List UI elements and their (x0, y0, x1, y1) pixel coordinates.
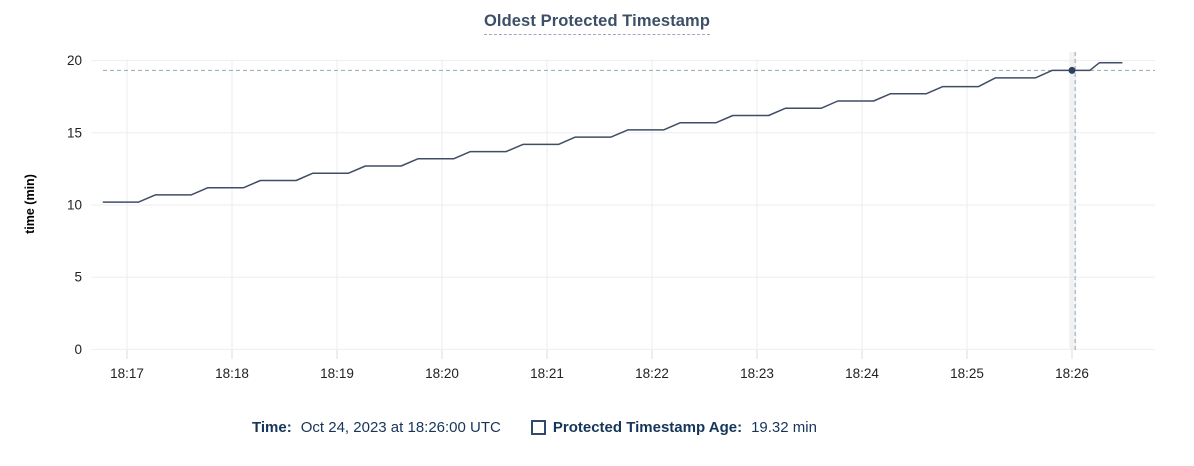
x-tick-label: 18:21 (530, 366, 564, 381)
x-tick-label: 18:18 (215, 366, 249, 381)
x-tick-label: 18:23 (740, 366, 774, 381)
x-tick-label: 18:19 (320, 366, 354, 381)
time-value: Oct 24, 2023 at 18:26:00 UTC (300, 419, 501, 436)
x-tick-label: 18:20 (425, 366, 459, 381)
x-tick-label: 18:22 (635, 366, 669, 381)
series-line (102, 62, 1123, 203)
hover-tooltip-legend: Time: Oct 24, 2023 at 18:26:00 UTC Prote… (252, 419, 817, 436)
chart-title-row: Oldest Protected Timestamp (0, 12, 1194, 35)
series-swatch-icon (530, 420, 546, 435)
series-value: 19.32 min (751, 419, 817, 436)
x-tick-label: 18:24 (845, 366, 879, 381)
hover-column (1069, 52, 1077, 350)
time-label: Time: (252, 419, 292, 436)
y-tick-label: 20 (67, 53, 82, 68)
hovered-point (1068, 66, 1076, 74)
x-tick-label: 18:17 (110, 366, 144, 381)
x-tick-label: 18:26 (1055, 366, 1089, 381)
chart-title: Oldest Protected Timestamp (483, 12, 711, 35)
y-tick-label: 15 (67, 125, 82, 140)
y-tick-label: 5 (74, 270, 82, 285)
protected-timestamp-line-chart[interactable]: 0 5 10 15 20 18:17 18:18 18:19 18:20 18:21 18:22 18… (0, 0, 1194, 400)
series-label: Protected Timestamp Age: (552, 419, 743, 436)
y-tick-label: 10 (67, 198, 82, 213)
y-tick-label: 0 (74, 342, 82, 357)
x-tick-label: 18:25 (950, 366, 984, 381)
